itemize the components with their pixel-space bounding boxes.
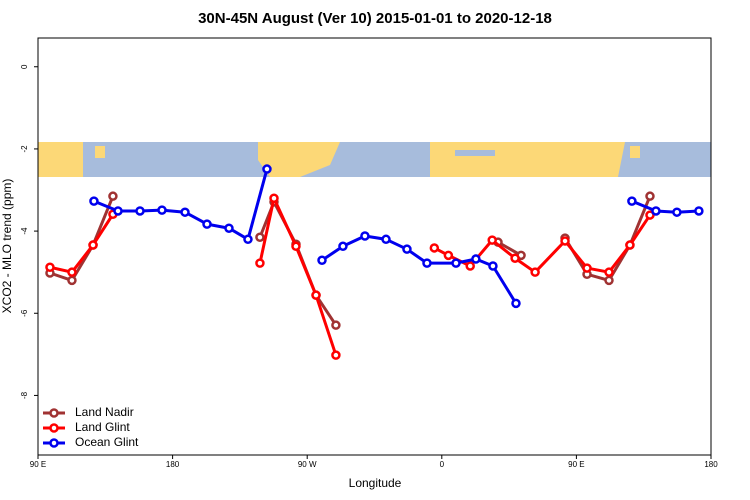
data-point: [331, 320, 341, 330]
data-point: [402, 244, 412, 254]
data-point: [645, 210, 655, 220]
data-point: [262, 164, 272, 174]
data-point: [243, 234, 253, 245]
x-tick-label: 90 W: [298, 460, 317, 469]
data-point: [269, 193, 279, 203]
data-point: [429, 243, 440, 253]
x-tick-label: 90 E: [30, 460, 46, 469]
data-point: [67, 267, 77, 277]
data-point: [202, 219, 212, 229]
legend-label: Land Nadir: [75, 405, 134, 419]
data-point: [651, 206, 661, 216]
data-point: [45, 262, 55, 272]
data-point: [672, 207, 682, 217]
data-point: [317, 255, 327, 266]
data-point: [311, 290, 321, 300]
data-point: [488, 261, 498, 271]
data-point: [108, 191, 118, 201]
data-point: [224, 223, 234, 233]
legend-marker: [49, 408, 59, 418]
legend-label: Land Glint: [75, 420, 130, 434]
data-point: [255, 258, 265, 268]
chart-title: 30N-45N August (Ver 10) 2015-01-01 to 20…: [198, 10, 552, 27]
x-tick-label: 0: [440, 460, 445, 469]
legend-marker: [49, 423, 59, 433]
data-point: [625, 240, 635, 250]
x-tick-label: 180: [166, 460, 180, 469]
data-point: [451, 258, 461, 268]
data-point: [530, 267, 540, 277]
data-point: [604, 275, 614, 286]
data-point: [157, 205, 167, 215]
data-point: [627, 196, 637, 206]
data-point: [67, 275, 77, 286]
x-tick-label: 180: [704, 460, 718, 469]
data-point: [360, 231, 370, 241]
data-point: [510, 253, 520, 263]
plot-frame: [37, 37, 712, 456]
data-point: [471, 254, 481, 264]
data-point: [582, 263, 592, 273]
x-tick-label: 90 E: [568, 460, 584, 469]
data-point: [422, 258, 432, 268]
data-point: [511, 298, 521, 309]
y-tick-label: -4: [20, 227, 29, 235]
y-tick-label: -2: [20, 145, 29, 153]
data-point: [645, 191, 655, 201]
data-point: [487, 235, 497, 245]
y-tick-label: -6: [20, 309, 29, 317]
data-point: [465, 261, 475, 271]
data-point: [604, 267, 614, 277]
data-point: [694, 206, 704, 216]
y-axis-label: XCO2 - MLO trend (ppm): [0, 179, 14, 314]
data-point: [560, 236, 570, 246]
legend-marker: [49, 438, 59, 448]
series-line: [49, 196, 652, 356]
map-strip: [38, 142, 711, 177]
data-point: [338, 241, 348, 252]
data-point: [291, 241, 301, 252]
data-point: [443, 250, 454, 261]
data-point: [88, 240, 98, 250]
data-point: [331, 350, 341, 360]
data-point: [180, 207, 190, 217]
data-point: [381, 234, 391, 245]
y-tick-label: 0: [20, 64, 29, 69]
data-point: [113, 206, 123, 216]
x-axis-label: Longitude: [349, 476, 402, 490]
legend-label: Ocean Glint: [75, 435, 139, 449]
data-point: [255, 232, 265, 243]
y-tick-label: -8: [20, 391, 29, 399]
data-point: [89, 196, 99, 206]
data-point: [135, 206, 145, 216]
